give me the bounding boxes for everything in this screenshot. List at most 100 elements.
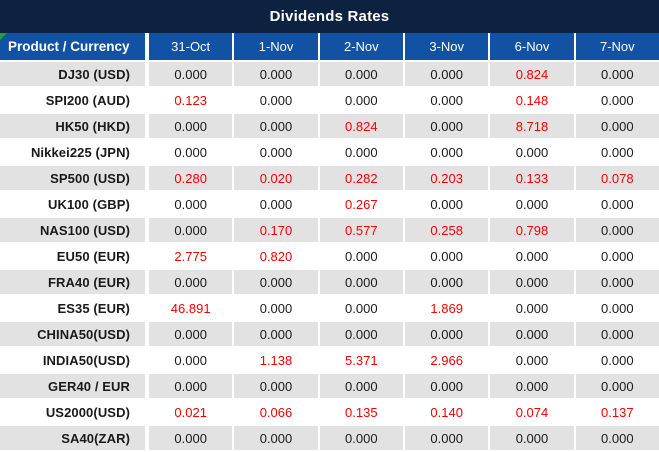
product-label: SP500 (USD) bbox=[0, 166, 147, 190]
column-header-date-5: 6-Nov bbox=[490, 33, 574, 60]
dividend-value: 0.000 bbox=[405, 374, 489, 398]
dividend-value: 0.066 bbox=[234, 400, 318, 424]
product-label: UK100 (GBP) bbox=[0, 192, 147, 216]
dividend-value: 5.371 bbox=[319, 348, 403, 372]
dividend-value: 0.137 bbox=[575, 400, 659, 424]
dividend-value: 0.000 bbox=[234, 426, 318, 450]
column-header-product-label: Product / Currency bbox=[8, 39, 130, 54]
dividend-value: 0.267 bbox=[319, 192, 403, 216]
dividend-value: 0.000 bbox=[149, 192, 233, 216]
column-header-date-6: 7-Nov bbox=[575, 33, 659, 60]
product-label: ES35 (EUR) bbox=[0, 296, 147, 320]
dividend-value: 0.000 bbox=[490, 192, 574, 216]
dividend-value: 0.824 bbox=[490, 62, 574, 86]
dividend-value: 0.000 bbox=[234, 296, 318, 320]
dividend-value: 0.000 bbox=[575, 140, 659, 164]
dividend-value: 0.000 bbox=[234, 192, 318, 216]
product-label: INDIA50(USD) bbox=[0, 348, 147, 372]
dividend-value: 0.000 bbox=[575, 244, 659, 268]
dividend-value: 0.000 bbox=[149, 270, 233, 294]
dividend-value: 0.000 bbox=[405, 140, 489, 164]
dividend-value: 0.000 bbox=[405, 270, 489, 294]
dividend-value: 0.170 bbox=[234, 218, 318, 242]
dividend-value: 0.798 bbox=[490, 218, 574, 242]
dividend-value: 0.000 bbox=[319, 140, 403, 164]
product-label: NAS100 (USD) bbox=[0, 218, 147, 242]
dividend-value: 0.000 bbox=[319, 374, 403, 398]
dividend-value: 0.135 bbox=[319, 400, 403, 424]
dividend-value: 0.000 bbox=[149, 426, 233, 450]
dividend-value: 0.140 bbox=[405, 400, 489, 424]
dividend-value: 0.000 bbox=[490, 348, 574, 372]
dividend-value: 0.000 bbox=[234, 140, 318, 164]
dividend-value: 0.000 bbox=[149, 62, 233, 86]
dividend-value: 0.824 bbox=[319, 114, 403, 138]
column-header-date-1: 31-Oct bbox=[149, 33, 233, 60]
column-header-date-4: 3-Nov bbox=[405, 33, 489, 60]
dividend-value: 0.000 bbox=[149, 348, 233, 372]
dividend-value: 0.000 bbox=[575, 114, 659, 138]
dividend-value: 0.000 bbox=[149, 322, 233, 346]
dividend-value: 0.280 bbox=[149, 166, 233, 190]
dividend-value: 46.891 bbox=[149, 296, 233, 320]
product-label: FRA40 (EUR) bbox=[0, 270, 147, 294]
dividend-value: 0.000 bbox=[405, 244, 489, 268]
dividend-value: 0.000 bbox=[234, 270, 318, 294]
dividend-value: 0.820 bbox=[234, 244, 318, 268]
dividend-value: 0.000 bbox=[319, 296, 403, 320]
dividend-value: 0.000 bbox=[234, 374, 318, 398]
dividend-value: 0.282 bbox=[319, 166, 403, 190]
dividend-value: 0.000 bbox=[405, 322, 489, 346]
green-corner-triangle-icon bbox=[0, 33, 7, 40]
dividend-value: 8.718 bbox=[490, 114, 574, 138]
dividend-value: 0.000 bbox=[490, 270, 574, 294]
dividend-value: 0.000 bbox=[405, 426, 489, 450]
dividend-value: 0.000 bbox=[575, 426, 659, 450]
dividend-value: 0.000 bbox=[405, 62, 489, 86]
table-body: DJ30 (USD) 0.000 0.000 0.000 0.000 0.824 0.000… bbox=[0, 62, 659, 450]
product-label: Nikkei225 (JPN) bbox=[0, 140, 147, 164]
dividend-value: 0.000 bbox=[319, 88, 403, 112]
product-label: DJ30 (USD) bbox=[0, 62, 147, 86]
dividend-value: 0.000 bbox=[490, 140, 574, 164]
dividend-value: 0.000 bbox=[319, 270, 403, 294]
dividend-value: 0.000 bbox=[575, 270, 659, 294]
product-label: SA40(ZAR) bbox=[0, 426, 147, 450]
dividend-value: 0.000 bbox=[149, 114, 233, 138]
table-header-row: Product / Currency 31-Oct 1-Nov 2-Nov 3-… bbox=[0, 33, 659, 60]
dividend-value: 0.000 bbox=[575, 296, 659, 320]
dividend-value: 0.000 bbox=[575, 62, 659, 86]
column-header-date-3: 2-Nov bbox=[319, 33, 403, 60]
dividend-value: 0.123 bbox=[149, 88, 233, 112]
dividend-value: 0.000 bbox=[405, 114, 489, 138]
dividend-value: 0.000 bbox=[575, 218, 659, 242]
dividend-value: 0.020 bbox=[234, 166, 318, 190]
dividend-value: 0.000 bbox=[575, 88, 659, 112]
dividend-value: 0.000 bbox=[319, 322, 403, 346]
dividend-value: 1.869 bbox=[405, 296, 489, 320]
dividend-value: 0.000 bbox=[490, 322, 574, 346]
dividend-value: 0.000 bbox=[234, 322, 318, 346]
column-header-product: Product / Currency bbox=[0, 33, 147, 60]
dividend-value: 0.133 bbox=[490, 166, 574, 190]
dividend-value: 0.000 bbox=[575, 192, 659, 216]
dividend-value: 0.000 bbox=[575, 374, 659, 398]
dividend-value: 0.000 bbox=[149, 374, 233, 398]
product-label: HK50 (HKD) bbox=[0, 114, 147, 138]
dividend-value: 0.000 bbox=[405, 88, 489, 112]
dividend-value: 0.577 bbox=[319, 218, 403, 242]
dividend-value: 0.000 bbox=[575, 322, 659, 346]
dividend-value: 0.000 bbox=[234, 88, 318, 112]
dividend-value: 0.000 bbox=[490, 374, 574, 398]
dividend-value: 0.000 bbox=[319, 244, 403, 268]
dividend-value: 0.000 bbox=[149, 218, 233, 242]
dividend-value: 0.074 bbox=[490, 400, 574, 424]
dividend-value: 1.138 bbox=[234, 348, 318, 372]
dividend-value: 0.000 bbox=[405, 192, 489, 216]
dividend-value: 0.258 bbox=[405, 218, 489, 242]
dividend-value: 0.148 bbox=[490, 88, 574, 112]
dividend-value: 0.000 bbox=[319, 426, 403, 450]
dividend-value: 0.000 bbox=[575, 348, 659, 372]
dividend-value: 0.000 bbox=[490, 244, 574, 268]
